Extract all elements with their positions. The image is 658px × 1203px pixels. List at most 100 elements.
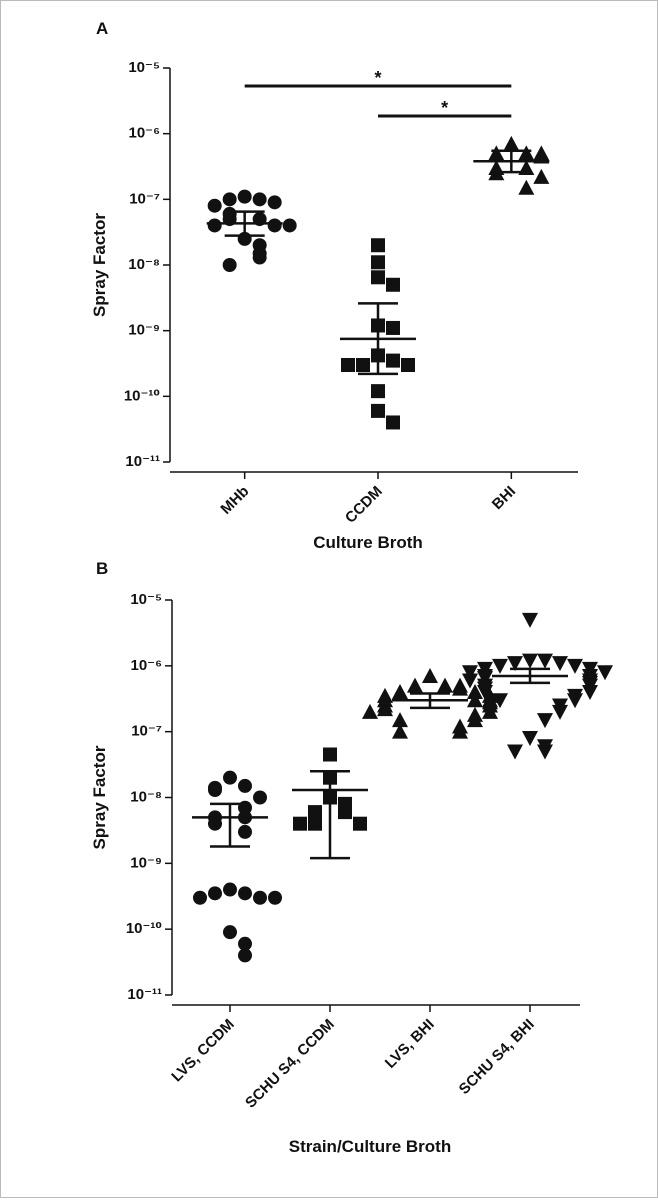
- panel-label: A: [96, 19, 108, 38]
- significance-label: *: [441, 98, 448, 118]
- y-tick-label: 10⁻⁹: [128, 322, 160, 339]
- data-point: [386, 277, 400, 292]
- data-point: [462, 673, 478, 689]
- y-tick-label: 10⁻¹¹: [127, 986, 162, 1003]
- data-point: [223, 925, 237, 940]
- data-point: [533, 168, 550, 184]
- data-point: [477, 671, 493, 687]
- data-point: [208, 782, 222, 797]
- data-point: [238, 948, 252, 963]
- data-point: [208, 816, 222, 831]
- data-point: [267, 195, 282, 210]
- data-point: [253, 790, 267, 805]
- data-point: [222, 192, 237, 207]
- y-tick-label: 10⁻⁷: [131, 723, 162, 740]
- data-point: [268, 890, 282, 905]
- data-point: [407, 677, 423, 693]
- data-point: [222, 258, 237, 272]
- y-tick-label: 10⁻⁹: [130, 854, 162, 871]
- data-point: [371, 403, 385, 418]
- data-point: [507, 744, 523, 760]
- data-point: [377, 701, 393, 717]
- data-point: [238, 886, 252, 901]
- data-point: [371, 238, 385, 253]
- data-point: [492, 693, 508, 709]
- data-point: [238, 778, 252, 793]
- data-point: [392, 723, 408, 739]
- data-point: [223, 882, 237, 897]
- data-point: [341, 358, 355, 373]
- data-point: [533, 148, 550, 164]
- data-point: [362, 703, 378, 719]
- data-point: [522, 731, 538, 747]
- data-point: [356, 358, 370, 373]
- data-point: [371, 255, 385, 270]
- data-point: [522, 653, 538, 669]
- data-point: [371, 270, 385, 285]
- data-point: [308, 816, 322, 831]
- data-point: [208, 886, 222, 901]
- significance-label: *: [374, 68, 381, 88]
- data-point: [267, 218, 282, 233]
- data-point: [552, 704, 568, 720]
- data-point: [207, 218, 222, 233]
- y-tick-label: 10⁻⁸: [130, 788, 162, 805]
- y-axis-label: Spray Factor: [90, 213, 109, 317]
- panel-label: B: [96, 559, 108, 578]
- data-point: [567, 658, 583, 674]
- data-point: [293, 816, 307, 831]
- data-point: [567, 693, 583, 709]
- data-point: [507, 656, 523, 672]
- x-axis-label: Culture Broth: [313, 533, 423, 552]
- data-point: [518, 145, 535, 161]
- y-tick-label: 10⁻⁸: [128, 256, 160, 273]
- data-point: [386, 415, 400, 430]
- data-point: [237, 189, 252, 204]
- data-point: [401, 358, 415, 373]
- data-point: [238, 824, 252, 839]
- y-axis-label: Spray Factor: [90, 745, 109, 849]
- y-tick-label: 10⁻¹⁰: [124, 387, 160, 404]
- data-point: [597, 665, 613, 681]
- data-point: [552, 656, 568, 672]
- data-point: [437, 677, 453, 693]
- data-point: [193, 890, 207, 905]
- data-point: [537, 713, 553, 729]
- data-point: [537, 744, 553, 760]
- y-tick-label: 10⁻⁵: [128, 59, 160, 76]
- data-point: [467, 712, 483, 728]
- data-point: [422, 668, 438, 684]
- data-point: [207, 198, 222, 213]
- x-axis-label: Strain/Culture Broth: [289, 1137, 451, 1156]
- data-point: [462, 665, 478, 681]
- data-point: [253, 890, 267, 905]
- data-point: [467, 692, 483, 708]
- data-point: [452, 680, 468, 696]
- y-tick-label: 10⁻⁷: [129, 190, 160, 207]
- data-point: [452, 723, 468, 739]
- data-point: [488, 145, 505, 161]
- data-point: [467, 684, 483, 700]
- y-tick-label: 10⁻¹⁰: [126, 920, 162, 937]
- data-point: [353, 816, 367, 831]
- data-point: [308, 805, 322, 820]
- y-tick-label: 10⁻⁶: [130, 657, 162, 674]
- data-point: [323, 747, 337, 762]
- data-point: [252, 250, 267, 265]
- data-point: [386, 353, 400, 368]
- data-point: [582, 685, 598, 701]
- data-point: [392, 712, 408, 728]
- data-point: [252, 192, 267, 207]
- data-point: [338, 805, 352, 820]
- data-point: [522, 612, 538, 628]
- y-tick-label: 10⁻⁵: [130, 591, 162, 608]
- data-point: [492, 658, 508, 674]
- data-point: [282, 218, 297, 233]
- data-point: [537, 653, 553, 669]
- data-point: [392, 684, 408, 700]
- data-point: [477, 685, 493, 701]
- data-point: [386, 320, 400, 335]
- y-tick-label: 10⁻¹¹: [125, 453, 160, 470]
